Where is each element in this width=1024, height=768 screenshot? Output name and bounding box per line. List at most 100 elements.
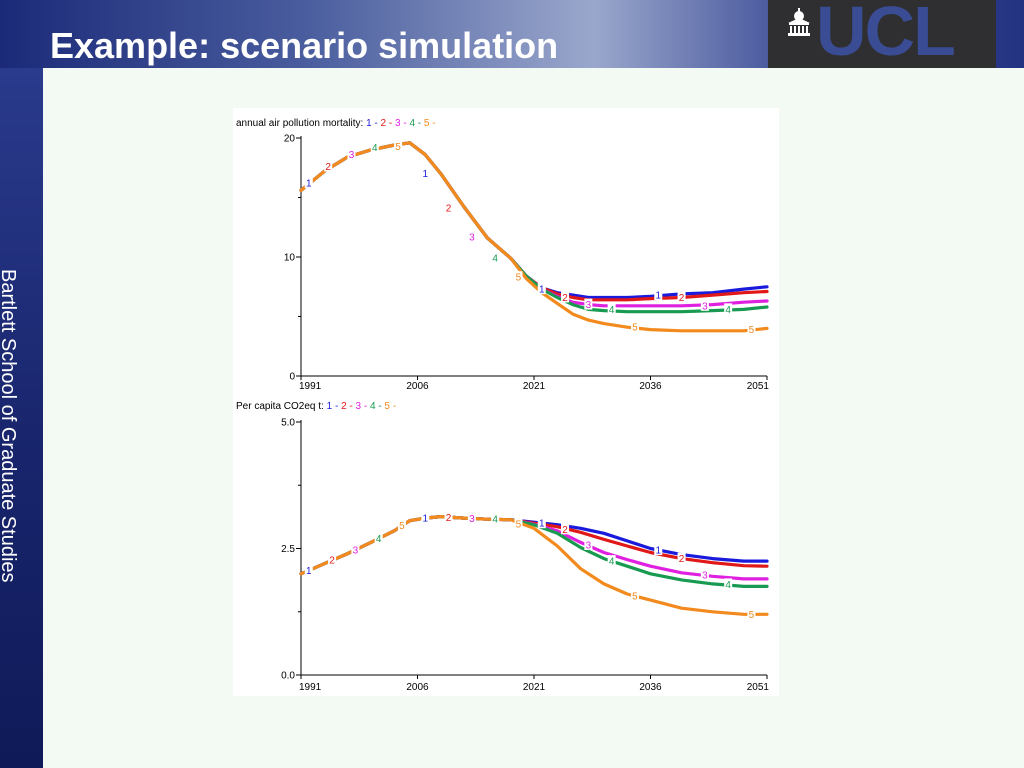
logo-wordmark: UCL bbox=[816, 0, 956, 70]
x-tick-label: 2006 bbox=[406, 682, 429, 693]
series-marker-bg bbox=[514, 518, 523, 530]
x-tick-label: 2021 bbox=[523, 682, 546, 693]
series-marker-bg bbox=[347, 148, 356, 160]
sidebar: Bartlett School of Graduate Studies bbox=[0, 68, 43, 768]
series-marker: 4 bbox=[609, 557, 615, 568]
y-tick-label: 0 bbox=[289, 372, 295, 383]
series-line-5 bbox=[299, 141, 769, 333]
series-marker: 2 bbox=[562, 293, 568, 304]
x-tick-label: 2051 bbox=[747, 381, 770, 392]
series-marker-bg bbox=[747, 323, 756, 335]
slide-header: Example: scenario simulation UCL bbox=[0, 0, 1024, 68]
series-marker-bg bbox=[467, 230, 476, 242]
series-marker-bg bbox=[747, 608, 756, 620]
series-marker-bg bbox=[724, 303, 733, 315]
series-marker-bg bbox=[630, 590, 639, 602]
sidebar-label: Bartlett School of Graduate Studies bbox=[0, 269, 19, 583]
series-marker: 1 bbox=[422, 169, 428, 180]
series-marker-bg bbox=[421, 167, 430, 179]
portico-icon bbox=[788, 8, 810, 36]
series-marker-bg bbox=[491, 252, 500, 264]
series-marker-bg bbox=[584, 538, 593, 550]
series-marker: 4 bbox=[492, 254, 498, 265]
x-tick-label: 2021 bbox=[523, 381, 546, 392]
series-marker: 3 bbox=[702, 301, 708, 312]
ucl-logo: UCL bbox=[768, 0, 996, 68]
legend-entry: 4 - bbox=[370, 401, 384, 412]
series-marker-bg bbox=[677, 291, 686, 303]
series-marker: 1 bbox=[306, 566, 312, 577]
series-marker-bg bbox=[700, 299, 709, 311]
series-marker-bg bbox=[351, 544, 360, 556]
series-marker-bg bbox=[374, 532, 383, 544]
series-marker-bg bbox=[677, 552, 686, 564]
series-marker-bg bbox=[584, 298, 593, 310]
legend-entry: 2 - bbox=[381, 118, 395, 129]
series-marker: 2 bbox=[446, 204, 452, 215]
chart-title: annual air pollution mortality: 1 - 2 - … bbox=[236, 118, 436, 129]
legend-entry: 1 - bbox=[327, 401, 341, 412]
series-marker: 5 bbox=[399, 521, 405, 532]
series-marker-bg bbox=[370, 141, 379, 153]
legend-entry: 5 - bbox=[384, 401, 396, 412]
series-marker: 5 bbox=[516, 520, 522, 531]
series-marker: 3 bbox=[469, 232, 475, 243]
series-marker: 1 bbox=[306, 179, 312, 190]
y-tick-label: 2.5 bbox=[281, 544, 295, 555]
series-marker: 3 bbox=[586, 300, 592, 311]
series-marker-bg bbox=[607, 303, 616, 315]
series-marker: 1 bbox=[539, 285, 545, 296]
series-marker-bg bbox=[607, 555, 616, 567]
series-marker-bg bbox=[328, 554, 337, 566]
series-marker-bg bbox=[304, 564, 313, 576]
legend-entry: 2 - bbox=[341, 401, 355, 412]
series-marker-bg bbox=[630, 321, 639, 333]
series-marker: 4 bbox=[609, 305, 615, 316]
series-marker-bg bbox=[467, 512, 476, 524]
series-marker-bg bbox=[537, 283, 546, 295]
series-marker: 2 bbox=[562, 525, 568, 536]
series-marker: 4 bbox=[725, 305, 731, 316]
slide-title: Example: scenario simulation bbox=[50, 25, 559, 66]
series-marker: 1 bbox=[655, 546, 661, 557]
chart-1: annual air pollution mortality: 1 - 2 - … bbox=[236, 118, 769, 392]
series-marker-bg bbox=[304, 177, 313, 189]
chart-title-text: annual air pollution mortality: bbox=[236, 118, 366, 129]
series-marker: 1 bbox=[422, 514, 428, 525]
series-marker: 2 bbox=[325, 162, 331, 173]
series-marker: 4 bbox=[376, 534, 382, 545]
series-marker: 4 bbox=[725, 580, 731, 591]
series-marker: 4 bbox=[372, 143, 378, 154]
series-marker: 5 bbox=[632, 592, 638, 603]
series-marker: 2 bbox=[679, 293, 685, 304]
y-tick-label: 10 bbox=[284, 253, 296, 264]
series-marker-bg bbox=[654, 289, 663, 301]
chart-figure: annual air pollution mortality: 1 - 2 - … bbox=[236, 118, 769, 693]
series-marker-bg bbox=[394, 140, 403, 152]
series-marker: 5 bbox=[749, 325, 755, 336]
series-marker: 2 bbox=[446, 513, 452, 524]
legend-entry: 5 - bbox=[424, 118, 436, 129]
chart-title-text: Per capita CO2eq t: bbox=[236, 401, 327, 412]
chart-title: Per capita CO2eq t: 1 - 2 - 3 - 4 - 5 - bbox=[236, 401, 396, 412]
series-marker: 5 bbox=[749, 610, 755, 621]
series-marker: 3 bbox=[469, 514, 475, 525]
x-tick-label: 2006 bbox=[406, 381, 429, 392]
series-marker-bg bbox=[561, 523, 570, 535]
series-marker: 4 bbox=[492, 515, 498, 526]
series-marker: 5 bbox=[632, 323, 638, 334]
series-marker-bg bbox=[514, 271, 523, 283]
legend-entry: 3 - bbox=[395, 118, 409, 129]
series-line-2 bbox=[299, 141, 769, 302]
x-tick-label: 1991 bbox=[299, 381, 322, 392]
series-marker-bg bbox=[324, 160, 333, 172]
y-tick-label: 20 bbox=[284, 134, 296, 145]
series-marker-bg bbox=[700, 568, 709, 580]
series-marker: 5 bbox=[516, 273, 522, 284]
x-tick-label: 2051 bbox=[747, 682, 770, 693]
y-tick-label: 0.0 bbox=[281, 671, 295, 682]
series-marker-bg bbox=[561, 291, 570, 303]
chart-2: Per capita CO2eq t: 1 - 2 - 3 - 4 - 5 - … bbox=[236, 401, 769, 693]
series-marker: 3 bbox=[349, 150, 355, 161]
x-tick-label: 1991 bbox=[299, 682, 322, 693]
